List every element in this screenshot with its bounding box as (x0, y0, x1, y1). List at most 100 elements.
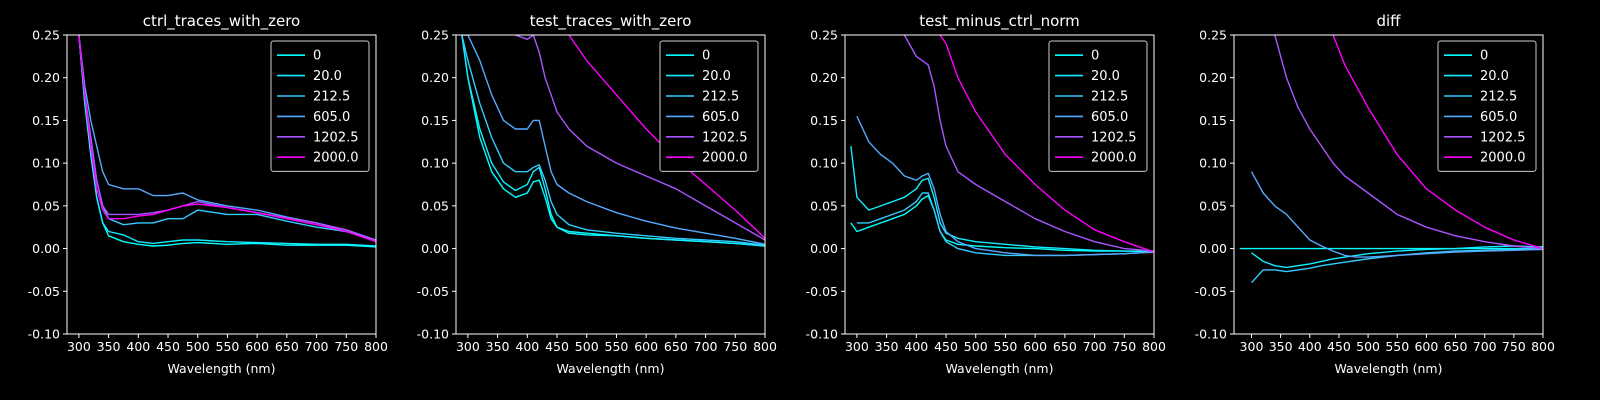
axes-frame (66, 34, 377, 335)
series-line-1 (461, 35, 765, 247)
x-tick-label: 550 (994, 339, 1018, 354)
x-tick-label: 800 (1142, 339, 1166, 354)
x-tick-label: 350 (486, 339, 510, 354)
y-tick-label: 0.25 (32, 28, 60, 43)
y-tick-label: 0.20 (421, 70, 449, 85)
x-axis-label: Wavelength (nm) (1335, 361, 1443, 376)
y-tick-label: 0.05 (421, 198, 449, 213)
legend-label: 1202.5 (313, 130, 359, 145)
y-tick-label: 0.10 (1199, 156, 1227, 171)
x-tick-label: 400 (515, 339, 539, 354)
y-tick-label: 0.10 (32, 156, 60, 171)
x-tick-label: 500 (575, 339, 599, 354)
x-tick-label: 700 (305, 339, 329, 354)
x-tick-label: 450 (545, 339, 569, 354)
legend-label: 212.5 (313, 90, 350, 105)
legend-label: 212.5 (702, 90, 739, 105)
y-tick-label: -0.10 (28, 327, 60, 342)
x-tick-label: 550 (1385, 339, 1409, 354)
x-tick-label: 600 (1023, 339, 1047, 354)
x-tick-label: 650 (1444, 339, 1468, 354)
x-axis-label: Wavelength (nm) (946, 361, 1054, 376)
x-tick-label: 750 (1112, 339, 1136, 354)
chart-title: ctrl_traces_with_zero (143, 12, 300, 31)
series-line-2 (1250, 247, 1543, 284)
y-tick-label: 0.25 (421, 28, 449, 43)
x-tick-label: 600 (1414, 339, 1438, 354)
series-line-1 (850, 146, 1154, 253)
legend: 0 20.0 212.5 605.0 1202.5 2000.0 (659, 40, 759, 172)
series-line-4 (903, 35, 1154, 252)
legend-label: 1202.5 (1091, 130, 1137, 145)
x-axis-label: Wavelength (nm) (168, 361, 276, 376)
x-tick-label: 350 (1269, 339, 1293, 354)
x-axis-label: Wavelength (nm) (557, 361, 665, 376)
x-tick-label: 500 (186, 339, 210, 354)
x-tick-label: 700 (694, 339, 718, 354)
y-tick-label: 0.15 (810, 113, 838, 128)
legend: 0 20.0 212.5 605.0 1202.5 2000.0 (1048, 40, 1148, 172)
axes-frame (455, 34, 766, 335)
y-tick-label: -0.10 (417, 327, 449, 342)
legend-label: 20.0 (1480, 69, 1509, 84)
axes-frame (844, 34, 1155, 335)
x-tick-label: 400 (1298, 339, 1322, 354)
legend-label: 2000.0 (1480, 151, 1526, 166)
y-tick-label: 0.15 (32, 113, 60, 128)
x-tick-label: 750 (1502, 339, 1526, 354)
legend-label: 212.5 (1480, 90, 1517, 105)
series-line-1 (78, 35, 376, 247)
y-tick-label: 0.00 (32, 241, 60, 256)
series-line-4 (1274, 35, 1543, 250)
series-line-2 (461, 35, 765, 246)
y-tick-label: 0.20 (32, 70, 60, 85)
chart-panel-1: 300 350 400 450 500 550 600 650 700 750 800 -0.10 -0… (417, 12, 777, 376)
legend-frame (270, 40, 370, 172)
y-tick-label: -0.05 (806, 284, 838, 299)
series-line-4 (78, 35, 376, 241)
legend-label: 605.0 (1480, 110, 1517, 125)
series-line-3 (461, 35, 765, 245)
x-tick-label: 450 (156, 339, 180, 354)
y-tick-label: 0.15 (1199, 113, 1227, 128)
x-tick-label: 650 (275, 339, 299, 354)
legend-label: 1202.5 (702, 130, 748, 145)
x-tick-label: 300 (456, 339, 480, 354)
series-line-1 (1251, 245, 1543, 269)
y-tick-label: -0.05 (1195, 284, 1227, 299)
x-tick-label: 750 (334, 339, 358, 354)
x-tick-label: 300 (1240, 339, 1264, 354)
x-tick-label: 800 (753, 339, 777, 354)
legend-label: 605.0 (313, 110, 350, 125)
x-tick-label: 350 (97, 339, 121, 354)
chart-title: test_traces_with_zero (530, 12, 692, 31)
x-tick-label: 300 (67, 339, 91, 354)
chart-panel-3: 300 350 400 450 500 550 600 650 700 750 800 -0.10 -0… (1195, 12, 1555, 376)
y-tick-label: 0.05 (32, 198, 60, 213)
legend-label: 605.0 (702, 110, 739, 125)
series-group (850, 35, 1154, 257)
y-tick-label: 0.00 (421, 241, 449, 256)
x-tick-label: 400 (126, 339, 150, 354)
y-tick-label: -0.05 (417, 284, 449, 299)
series-line-5 (78, 35, 376, 243)
x-tick-label: 800 (364, 339, 388, 354)
legend: 0 20.0 212.5 605.0 1202.5 2000.0 (1437, 40, 1537, 172)
y-tick-label: 0.20 (810, 70, 838, 85)
y-tick-label: 0.25 (810, 28, 838, 43)
series-line-4 (515, 35, 765, 241)
x-tick-label: 700 (1083, 339, 1107, 354)
legend-label: 212.5 (1091, 90, 1128, 105)
series-group (1239, 35, 1543, 284)
legend-label: 20.0 (1091, 69, 1120, 84)
legend-label: 2000.0 (702, 151, 748, 166)
y-tick-label: -0.05 (28, 284, 60, 299)
x-tick-label: 400 (904, 339, 928, 354)
legend-frame (1048, 40, 1148, 172)
legend-frame (659, 40, 759, 172)
chart-title: diff (1376, 12, 1401, 30)
series-line-5 (939, 35, 1154, 253)
x-tick-label: 650 (664, 339, 688, 354)
